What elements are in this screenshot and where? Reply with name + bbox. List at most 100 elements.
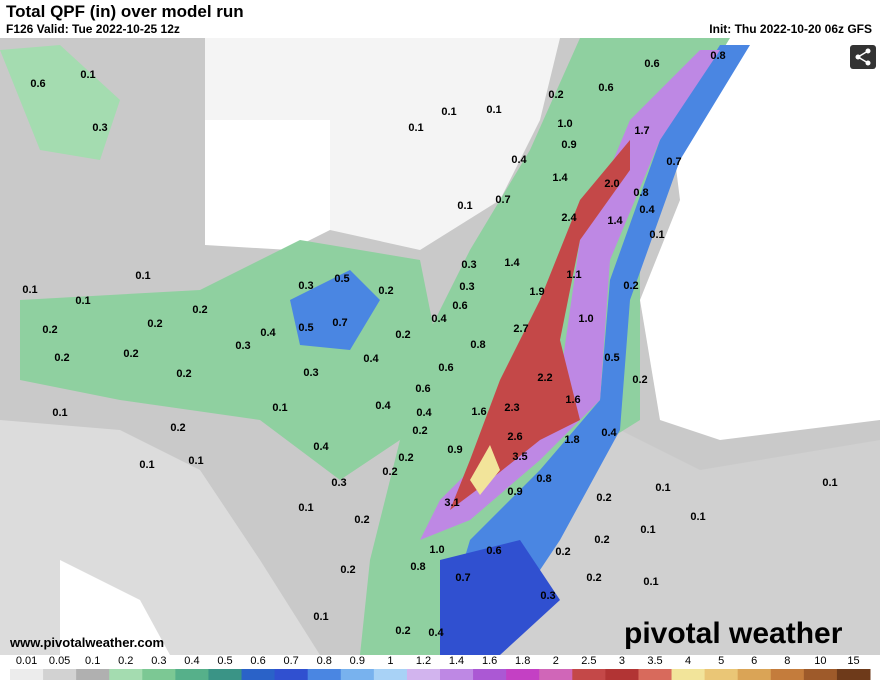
colorbar-label: 5: [718, 655, 724, 667]
qpf-label: 0.4: [416, 407, 432, 419]
qpf-label: 0.7: [455, 572, 470, 584]
colorbar-label: 1.2: [416, 655, 431, 667]
colorbar-label: 1: [387, 655, 393, 667]
qpf-label: 0.1: [139, 459, 154, 471]
qpf-label: 0.3: [298, 280, 313, 292]
qpf-label: 0.2: [395, 625, 410, 637]
colorbar-swatch: [10, 669, 44, 680]
colorbar-swatch: [539, 669, 573, 680]
qpf-label: 1.0: [557, 118, 572, 130]
colorbar-label: 0.6: [250, 655, 265, 667]
qpf-label: 0.2: [54, 352, 69, 364]
colorbar-swatch: [770, 669, 805, 680]
qpf-label: 0.1: [408, 122, 423, 134]
colorbar-swatch: [737, 669, 772, 680]
colorbar: 0.01 0.05 0.1 0.2 0.3 0.4 0.5 0.6 0.7 0.8 0.9 1 1.2 1…: [10, 655, 871, 680]
qpf-label: 0.1: [75, 295, 90, 307]
colorbar-label: 8: [784, 655, 790, 667]
valid-time: F126 Valid: Tue 2022-10-25 12z: [6, 22, 180, 36]
colorbar-swatch: [638, 669, 673, 680]
qpf-label: 0.1: [313, 611, 328, 623]
precip-shading: [0, 38, 750, 655]
qpf-label: 0.3: [235, 340, 250, 352]
colorbar-label: 0.1: [85, 655, 100, 667]
qpf-label: 0.8: [470, 339, 485, 351]
qpf-label: 0.5: [334, 273, 349, 285]
qpf-label: 1.6: [565, 394, 580, 406]
qpf-label: 0.6: [486, 545, 501, 557]
colorbar-label: 0.5: [217, 655, 232, 667]
qpf-label: 3.5: [512, 451, 527, 463]
qpf-label: 1.9: [529, 286, 544, 298]
qpf-label: 0.7: [495, 194, 510, 206]
qpf-label: 0.4: [431, 313, 447, 325]
qpf-label: 0.4: [511, 154, 527, 166]
qpf-label: 1.4: [607, 215, 623, 227]
qpf-label: 1.4: [552, 172, 568, 184]
colorbar-swatch: [208, 669, 243, 680]
qpf-label: 2.7: [513, 323, 528, 335]
qpf-label: 1.0: [429, 544, 444, 556]
qpf-label: 0.2: [623, 280, 638, 292]
colorbar-swatch: [440, 669, 474, 680]
qpf-label: 0.4: [363, 353, 379, 365]
qpf-label: 0.2: [147, 318, 162, 330]
qpf-label: 0.4: [375, 400, 391, 412]
colorbar-label: 3: [619, 655, 625, 667]
qpf-label: 0.1: [135, 270, 150, 282]
qpf-label: 0.6: [438, 362, 453, 374]
colorbar-swatch: [274, 669, 309, 680]
qpf-label: 0.2: [412, 425, 427, 437]
qpf-label: 0.2: [176, 368, 191, 380]
qpf-label: 0.2: [586, 572, 601, 584]
qpf-label: 0.5: [604, 352, 619, 364]
qpf-label: 0.1: [188, 455, 203, 467]
qpf-label: 0.6: [452, 300, 467, 312]
colorbar-label: 15: [847, 655, 859, 667]
colorbar-swatch: [109, 669, 143, 680]
colorbar-label: 0.4: [184, 655, 199, 667]
colorbar-swatch: [307, 669, 342, 680]
qpf-label: 0.2: [594, 534, 609, 546]
colorbar-swatch: [704, 669, 739, 680]
qpf-label: 1.0: [578, 313, 593, 325]
qpf-label: 0.1: [643, 576, 658, 588]
qpf-label: 0.2: [632, 374, 647, 386]
qpf-label: 0.3: [92, 122, 107, 134]
qpf-label: 0.1: [486, 104, 501, 116]
colorbar-swatch: [406, 669, 441, 680]
colorbar-swatch: [142, 669, 176, 680]
qpf-label: 0.1: [640, 524, 655, 536]
qpf-label: 0.6: [644, 58, 659, 70]
qpf-label: 0.7: [666, 156, 681, 168]
qpf-label: 0.4: [313, 441, 329, 453]
qpf-label: 0.4: [601, 427, 617, 439]
colorbar-swatch: [671, 669, 706, 680]
qpf-label: 0.1: [441, 106, 456, 118]
qpf-label: 1.6: [471, 406, 486, 418]
share-button[interactable]: [850, 45, 876, 69]
colorbar-label: 0.2: [118, 655, 133, 667]
colorbar-label: 6: [751, 655, 757, 667]
colorbar-swatch: [373, 669, 408, 680]
qpf-label: 0.9: [447, 444, 462, 456]
colorbar-swatch: [605, 669, 639, 680]
colorbar-swatch: [175, 669, 209, 680]
qpf-label: 0.4: [260, 327, 276, 339]
qpf-label: 2.6: [507, 431, 522, 443]
qpf-label: 0.3: [331, 477, 346, 489]
colorbar-swatch: [76, 669, 110, 680]
qpf-label: 0.3: [459, 281, 474, 293]
title: Total QPF (in) over model run: [6, 2, 244, 21]
qpf-label: 0.2: [596, 492, 611, 504]
qpf-label: 0.2: [395, 329, 410, 341]
colorbar-swatch: [43, 669, 77, 680]
init-time: Init: Thu 2022-10-20 06z GFS: [709, 22, 872, 36]
qpf-label: 0.2: [340, 564, 355, 576]
qpf-label: 0.1: [690, 511, 705, 523]
qpf-label: 0.7: [332, 317, 347, 329]
qpf-label: 0.8: [633, 187, 648, 199]
qpf-label: 0.2: [170, 422, 185, 434]
